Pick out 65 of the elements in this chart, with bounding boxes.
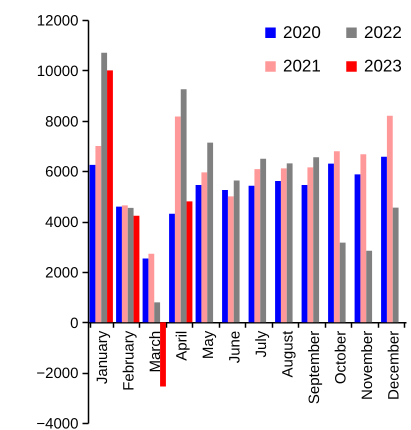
- x-tick-label: July: [252, 330, 270, 358]
- x-tick-label: August: [279, 330, 296, 378]
- bar: [107, 70, 113, 322]
- bar: [160, 322, 166, 386]
- bar: [260, 158, 266, 322]
- bar: [328, 164, 334, 322]
- bar: [154, 302, 160, 322]
- x-tick-label: May: [200, 330, 217, 360]
- bar: [95, 146, 102, 322]
- bar: [128, 208, 134, 322]
- bar: [169, 214, 175, 322]
- bar: [234, 180, 240, 322]
- bar: [286, 163, 293, 322]
- bar: [248, 186, 254, 322]
- bar: [116, 206, 122, 322]
- bar: [275, 180, 281, 322]
- y-tick-label: 8000: [45, 113, 78, 130]
- bar: [366, 250, 372, 322]
- bar: [207, 142, 214, 322]
- bar: [142, 258, 148, 322]
- x-tick-label: September: [306, 330, 323, 404]
- x-tick-label: February: [120, 330, 138, 391]
- bar: [134, 216, 140, 322]
- x-tick-label: November: [358, 330, 376, 400]
- bar: [360, 154, 366, 322]
- bar: [392, 208, 399, 322]
- x-tick-label: October: [332, 330, 350, 384]
- bar: [354, 174, 360, 322]
- x-tick-label: June: [226, 330, 244, 364]
- bar: [201, 172, 208, 322]
- x-tick-label: January: [94, 330, 111, 384]
- bar: [180, 89, 187, 322]
- y-tick-label: −4000: [36, 416, 78, 430]
- bar: [148, 254, 154, 322]
- legend-label: 2023: [364, 56, 402, 76]
- bar: [381, 156, 387, 322]
- bar: [334, 151, 340, 322]
- y-tick-label: 2000: [45, 264, 78, 282]
- bar: [222, 190, 228, 322]
- y-tick-label: 4000: [45, 214, 78, 231]
- bar: [228, 196, 234, 322]
- bar: [90, 164, 96, 322]
- y-tick-label: 12000: [36, 12, 78, 30]
- x-tick-label: December: [385, 330, 402, 400]
- bar: [101, 52, 108, 322]
- bar: [174, 116, 181, 322]
- y-tick-label: −2000: [36, 365, 78, 382]
- bar: [302, 184, 308, 322]
- bar: [186, 201, 192, 322]
- y-tick-label: 10000: [36, 62, 78, 80]
- bar: [254, 169, 260, 322]
- legend-label: 2020: [283, 22, 321, 42]
- bar: [122, 205, 128, 322]
- bar: [196, 184, 202, 322]
- y-tick-label: 0: [70, 314, 78, 332]
- x-tick-label: March: [146, 330, 164, 372]
- x-tick-label: April: [173, 330, 190, 361]
- bar: [340, 242, 346, 322]
- legend-label: 2021: [283, 56, 321, 76]
- bar: [313, 157, 320, 322]
- legend-label: 2022: [364, 22, 402, 42]
- bar: [280, 168, 287, 322]
- y-tick-label: 6000: [45, 164, 78, 181]
- bar: [386, 116, 393, 322]
- bar: [307, 167, 314, 322]
